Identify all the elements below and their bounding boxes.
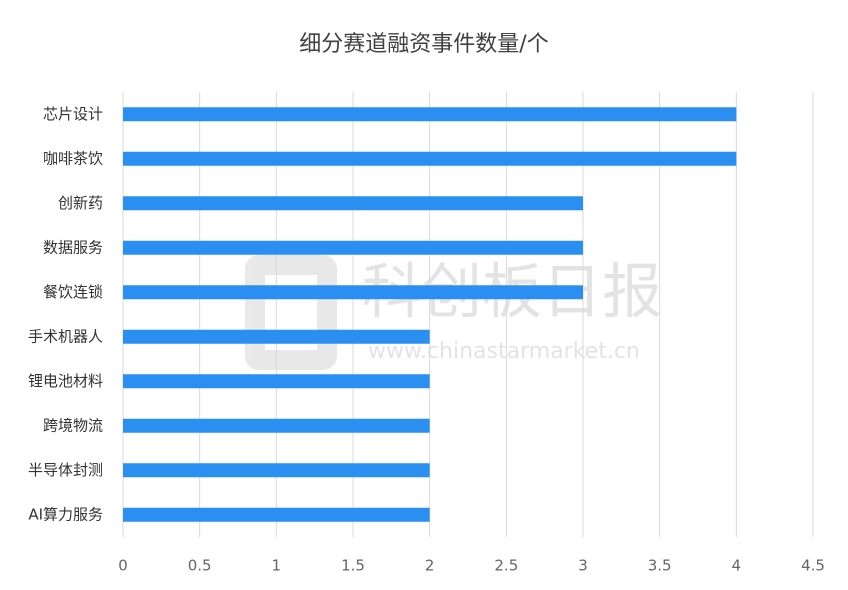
y-tick-label: 创新药 [58, 194, 103, 212]
x-tick-label: 1.5 [341, 557, 365, 575]
bar [123, 151, 737, 166]
x-tick-label: 0 [118, 557, 128, 575]
bar [123, 107, 737, 122]
y-tick-label: 锂电池材料 [28, 372, 103, 390]
bar [123, 374, 430, 389]
bar [123, 463, 430, 478]
y-tick-label: 跨境物流 [43, 416, 103, 434]
y-tick-label: 半导体封测 [28, 461, 103, 479]
watermark: 科创板日报 www.chinastarmarket.cn [245, 255, 662, 370]
y-tick-label: 餐饮连锁 [43, 283, 103, 301]
x-tick-label: 3 [578, 557, 588, 575]
x-tick-label: 3.5 [648, 557, 672, 575]
bar [123, 507, 430, 522]
y-tick-label: 手术机器人 [28, 327, 103, 345]
bar [123, 285, 583, 300]
bar [123, 240, 583, 255]
x-tick-label: 4 [732, 557, 742, 575]
bar [123, 329, 430, 344]
x-tick-label: 1 [272, 557, 282, 575]
y-tick-label: AI算力服务 [28, 505, 103, 523]
y-tick-label: 咖啡茶饮 [43, 149, 103, 167]
x-tick-label: 4.5 [801, 557, 825, 575]
x-tick-label: 2 [425, 557, 435, 575]
y-tick-label: 数据服务 [43, 238, 103, 256]
bar [123, 196, 583, 211]
bar [123, 418, 430, 433]
x-tick-label: 0.5 [188, 557, 212, 575]
y-tick-label: 芯片设计 [43, 105, 103, 123]
x-tick-label: 2.5 [494, 557, 518, 575]
chart-title: 细分赛道融资事件数量/个 [299, 32, 548, 57]
